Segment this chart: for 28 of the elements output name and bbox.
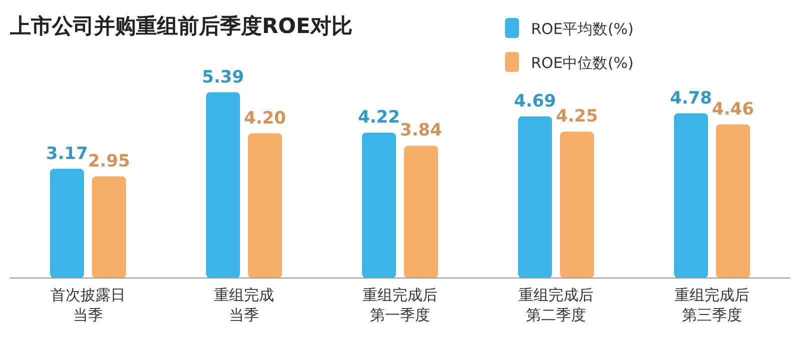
data-label: 5.39 [202, 67, 244, 88]
bar [92, 176, 126, 278]
data-label: 4.78 [670, 88, 712, 108]
bar [404, 146, 438, 278]
data-label: 4.20 [244, 108, 286, 128]
x-tick-label: 首次披露日当季 [50, 286, 126, 324]
data-label: 4.46 [712, 99, 754, 120]
bar [206, 92, 240, 278]
legend-label: ROE平均数(%) [531, 20, 634, 38]
bar [674, 113, 708, 278]
bar [518, 116, 552, 278]
bar [50, 168, 84, 278]
bar [362, 132, 396, 278]
data-label: 4.22 [358, 108, 400, 128]
legend-label: ROE中位数(%) [531, 54, 634, 72]
x-tick-label: 重组完成后第一季度 [362, 286, 438, 324]
data-label: 2.95 [88, 151, 130, 172]
x-tick-label: 重组完成后第二季度 [518, 286, 594, 324]
chart-title: 上市公司并购重组前后季度ROE对比 [9, 14, 352, 38]
x-tick-label: 重组完成当季 [214, 286, 274, 324]
data-label: 3.84 [400, 120, 442, 141]
bar [716, 124, 750, 278]
data-label: 4.25 [556, 106, 598, 127]
data-label: 4.69 [514, 91, 556, 112]
data-label: 3.17 [46, 144, 88, 164]
bar [560, 132, 594, 278]
x-tick-label: 重组完成后第三季度 [674, 286, 750, 324]
bar [248, 133, 282, 278]
